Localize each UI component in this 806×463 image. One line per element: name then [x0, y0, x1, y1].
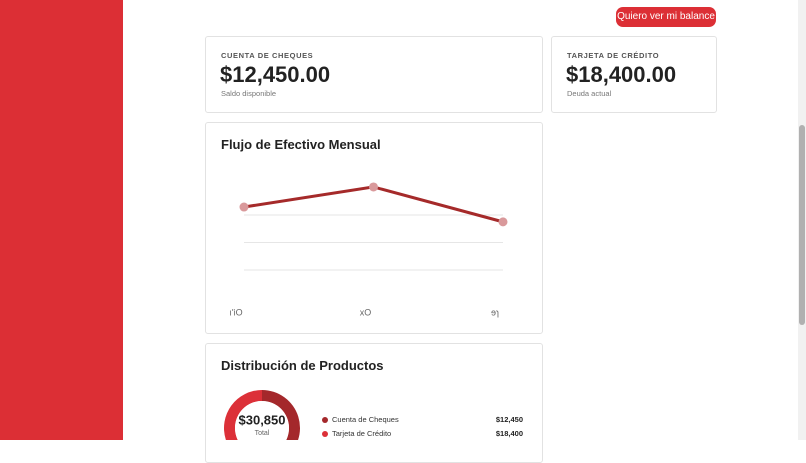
- legend-label: Tarjeta de Crédito: [332, 429, 391, 438]
- pie-slice: [224, 390, 262, 440]
- balance-button[interactable]: Quiero ver mi balance: [616, 7, 716, 27]
- account-caption: Saldo disponible: [221, 89, 277, 98]
- legend-dot: [322, 431, 328, 437]
- point: [369, 182, 378, 192]
- legend-dot: [322, 417, 328, 423]
- line: [243, 185, 504, 224]
- account-caption: Deuda actual: [567, 89, 612, 98]
- x-tick-label: xO: [360, 307, 372, 317]
- pie-hole: [235, 401, 289, 440]
- scroll-thumb: [799, 125, 805, 325]
- x-tick-label: ı'iO: [229, 307, 242, 317]
- account-label: CUENTA DE CHEQUES: [221, 51, 314, 60]
- legend-value: $18,400: [496, 429, 523, 438]
- point: [239, 202, 249, 212]
- account-amount: $18,400.00: [566, 62, 677, 87]
- scrollbar: [798, 0, 806, 440]
- x-tick-label: ɘɿ: [491, 307, 499, 317]
- account-card: CUENTA DE CHEQUES $12,450.00 Saldo dispo…: [205, 36, 543, 113]
- pie-slice: [262, 390, 300, 440]
- pie-center-caption: Total: [255, 430, 270, 437]
- charts: ı'iO xO ɘɿ Cuenta de Cheques $12,450 Tarjeta …: [224, 182, 523, 440]
- account-card: TARJETA DE CRÉDITO $18,400.00 Deuda actu…: [551, 36, 717, 113]
- sidebar: [0, 0, 123, 440]
- chart-title: Flujo de Efectivo Mensual: [221, 137, 381, 152]
- chart-title: Distribución de Productos: [221, 358, 384, 373]
- pie-center-label: $30,850: [239, 412, 286, 427]
- account-amount: $12,450.00: [220, 62, 331, 87]
- point: [498, 217, 508, 227]
- chart-card: Flujo de Efectivo Mensual: [205, 122, 543, 334]
- legend-label: Cuenta de Cheques: [332, 415, 399, 424]
- legend-value: $12,450: [496, 415, 523, 424]
- account-label: TARJETA DE CRÉDITO: [567, 51, 660, 60]
